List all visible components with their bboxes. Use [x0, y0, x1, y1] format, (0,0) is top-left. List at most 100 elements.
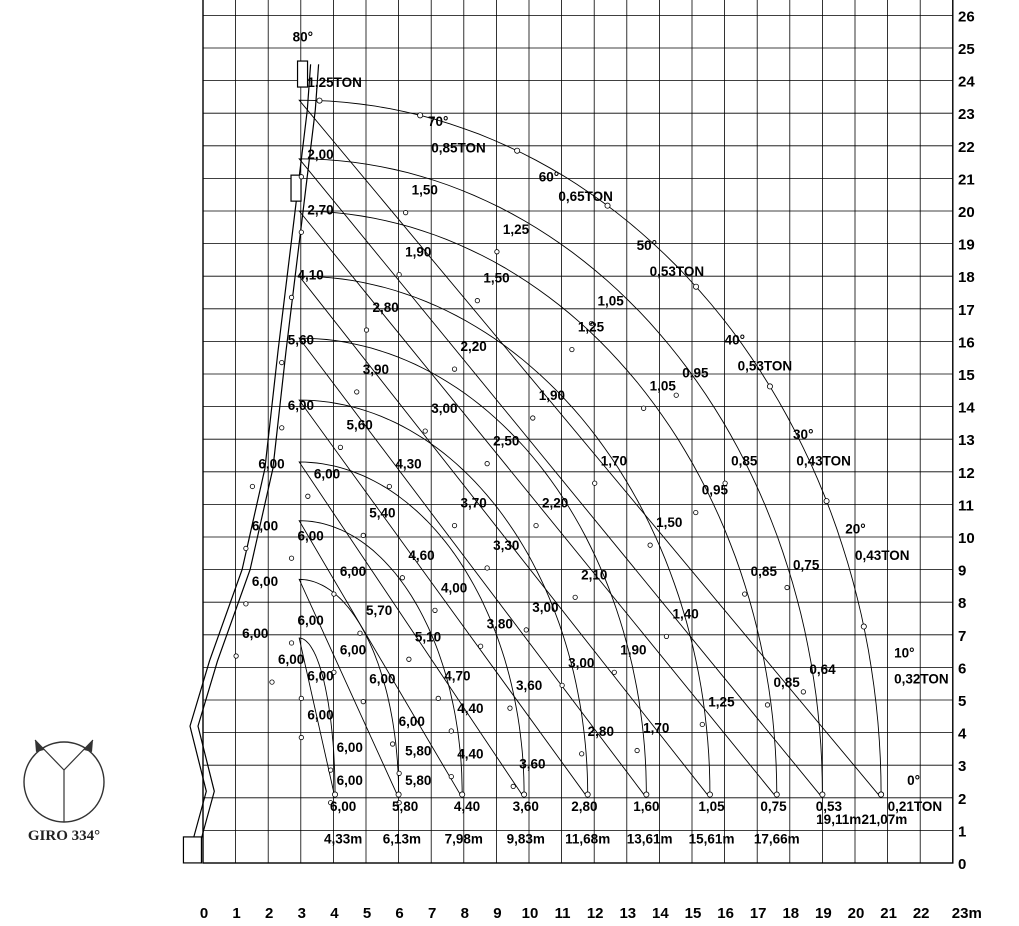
- curve-point: [634, 747, 640, 754]
- angle-point: [860, 623, 867, 630]
- y-tick-label: 0: [958, 856, 966, 873]
- angle-label: 40°: [725, 333, 745, 348]
- curve-point: [354, 389, 360, 395]
- curve-load-label: 0,85: [751, 564, 778, 579]
- curve-load-label: 4,10: [298, 267, 324, 282]
- load-curve: [298, 210, 778, 799]
- curve-point: [386, 483, 392, 490]
- x-tick-label: 9: [493, 905, 501, 922]
- curve-load-label: 3,60: [516, 678, 542, 693]
- angle-point: [766, 383, 773, 390]
- load-labels: 80° 1,25TON 70° 0,85TON 60° 0,65TON 50° 0,53TON…: [242, 29, 949, 846]
- curve-point: [399, 575, 405, 581]
- x-tick-label: 12: [587, 905, 604, 922]
- curve-load-label: 6,00: [337, 740, 363, 755]
- curve-point: [279, 359, 285, 366]
- curve-point: [389, 741, 396, 747]
- load-point: [395, 791, 402, 798]
- curve-point: [533, 522, 539, 529]
- y-tick-label: 23: [958, 106, 975, 123]
- angle-label: 80°: [293, 29, 313, 44]
- curve-load-label: 1,90: [620, 642, 646, 657]
- curve-point: [298, 229, 304, 235]
- rotation-arrow-head: [84, 740, 93, 752]
- max-reach-label: 4,33m: [324, 831, 362, 846]
- y-tick-label: 11: [958, 497, 974, 514]
- curve-point: [243, 601, 249, 607]
- boom-edge: [186, 64, 312, 864]
- y-tick-label: 14: [958, 400, 975, 417]
- base-load-label: 1,60: [633, 799, 659, 814]
- curve-load-label: 1,50: [656, 515, 682, 530]
- curve-point: [579, 751, 585, 757]
- curve-point: [510, 783, 516, 789]
- curve-point: [396, 271, 402, 278]
- angle-load-label: 0,65TON: [558, 189, 613, 204]
- angle-label: 70°: [428, 114, 448, 129]
- curve-point: [693, 509, 699, 516]
- load-curve: [298, 337, 647, 799]
- curve-load-label: 0,64: [809, 662, 836, 677]
- curve-point: [243, 545, 249, 552]
- x-tick-label: 4: [330, 905, 339, 922]
- load-curve: [298, 158, 823, 799]
- hook-block: [290, 174, 302, 202]
- angle-load-label: 0,85TON: [431, 140, 486, 155]
- curve-point: [588, 320, 595, 327]
- angle-label: 10°: [894, 646, 914, 661]
- angle-load-label: 0,21TON: [888, 799, 943, 814]
- curve-load-label: 2,70: [307, 202, 333, 217]
- curve-point: [328, 767, 334, 773]
- y-tick-label: 16: [958, 334, 975, 351]
- curve-point: [435, 695, 441, 701]
- curve-point: [288, 640, 295, 646]
- curve-point: [494, 249, 500, 255]
- curve-point: [363, 327, 370, 333]
- curve-point: [611, 669, 617, 675]
- curve-load-label: 0,95: [702, 483, 729, 498]
- curve-load-label: 2,10: [581, 567, 607, 582]
- curve-load-label: 4,40: [457, 747, 483, 762]
- curve-load-label: 6,00: [242, 626, 268, 641]
- angle-point: [693, 283, 700, 290]
- curve-load-label: 6,00: [340, 642, 366, 657]
- curve-load-label: 4,60: [408, 548, 434, 563]
- load-point: [773, 791, 780, 798]
- angle-load-label: 1,25TON: [307, 75, 362, 90]
- curve-load-label: 1,70: [601, 453, 627, 468]
- curve-point: [559, 682, 565, 688]
- curve-load-label: 0,85: [731, 453, 758, 468]
- curve-load-label: 1,25: [708, 695, 735, 710]
- curve-point: [328, 800, 334, 806]
- load-curve: [298, 637, 336, 798]
- curve-point: [451, 366, 458, 372]
- load-curve: [298, 99, 882, 799]
- curve-load-label: 4,30: [395, 457, 421, 472]
- y-tick-label: 1: [958, 823, 966, 840]
- curve-load-label: 2,00: [307, 147, 333, 162]
- curve-load-label: 3,90: [363, 362, 389, 377]
- x-tick-label: 13: [619, 905, 636, 922]
- load-curve: [298, 520, 463, 799]
- y-tick-label: 12: [958, 465, 975, 482]
- curve-point: [800, 689, 806, 695]
- curve-load-label: 6,00: [288, 398, 314, 413]
- angle-load-label: 0,32TON: [894, 672, 949, 687]
- base-load-label: 0,75: [760, 799, 787, 814]
- curve-load-label: 3,70: [461, 496, 487, 511]
- x-tick-label: 8: [461, 905, 469, 922]
- curve-load-label: 6,00: [298, 613, 324, 628]
- y-tick-label: 25: [958, 41, 975, 58]
- curve-point: [592, 480, 598, 486]
- y-tick-label: 6: [958, 660, 966, 677]
- curve-load-label: 6,00: [307, 668, 333, 683]
- curve-load-label: 5,60: [346, 417, 372, 432]
- curve-load-label: 4,00: [441, 580, 467, 595]
- rotation-arrow-head: [35, 740, 44, 752]
- curve-load-label: 6,00: [252, 574, 278, 589]
- load-curve: [298, 578, 400, 798]
- curve-point: [572, 594, 578, 600]
- base-load-label: 2,80: [571, 799, 597, 814]
- x-tick-label: 16: [717, 905, 734, 922]
